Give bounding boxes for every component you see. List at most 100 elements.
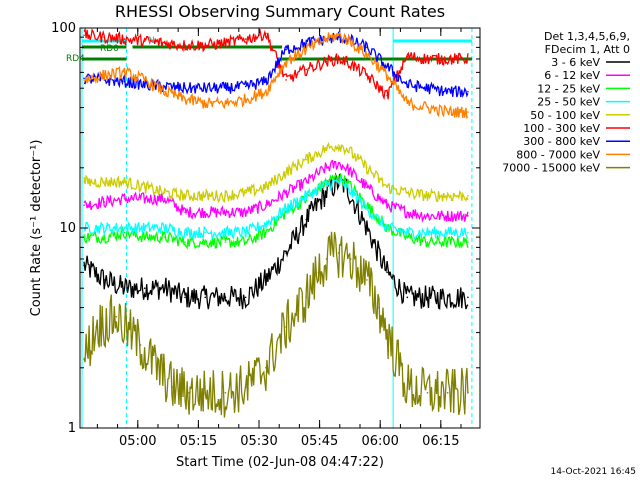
data-point (83, 204, 85, 207)
data-point (426, 215, 429, 217)
data-point (123, 181, 126, 183)
data-point (366, 74, 368, 77)
data-point (305, 181, 308, 183)
data-point (285, 207, 287, 210)
data-point (305, 158, 308, 161)
data-point (204, 231, 207, 234)
data-point (164, 191, 166, 194)
data-point (386, 186, 388, 188)
legend-label: 12 - 25 keV (537, 82, 600, 95)
data-point (467, 215, 469, 217)
data-point (467, 111, 469, 113)
data-point (103, 201, 106, 203)
data-point (325, 147, 328, 150)
data-point (325, 166, 328, 169)
series-line (83, 176, 469, 241)
data-point (317, 271, 320, 274)
data-point (224, 211, 227, 213)
data-point (337, 144, 340, 146)
series-line (83, 28, 469, 101)
legend: Det 1,3,4,5,6,9,FDecim 1, Att 03 - 6 keV… (502, 30, 630, 175)
data-point (337, 181, 340, 183)
data-point (467, 194, 469, 197)
data-point (184, 211, 186, 213)
data-point (184, 296, 186, 299)
data-point (204, 391, 207, 394)
data-point (103, 227, 106, 229)
x-tick-label: 05:30 (240, 434, 277, 449)
data-point (406, 231, 409, 234)
data-point (467, 58, 469, 60)
data-point (285, 326, 287, 328)
x-axis: 05:00 05:15 05:30 05:45 06:00 06:15 (96, 28, 462, 449)
data-point (406, 386, 409, 388)
data-point (386, 94, 388, 97)
data-point (123, 71, 126, 74)
data-point (366, 227, 368, 229)
data-point (123, 287, 126, 290)
data-point (426, 87, 429, 90)
data-point (83, 77, 85, 80)
legend-label: 100 - 300 keV (523, 122, 600, 135)
data-point (446, 296, 449, 299)
data-point (143, 197, 146, 200)
data-point (143, 83, 146, 86)
data-point (123, 197, 126, 200)
data-point (446, 231, 449, 234)
y-tick-label: 10 (59, 221, 76, 236)
data-point (467, 241, 469, 243)
data-point (155, 366, 158, 369)
footer-date: 14-Oct-2021 16:45 (551, 467, 636, 477)
data-point (265, 90, 267, 93)
data-point (143, 287, 146, 290)
data-point (446, 90, 449, 93)
data-point (244, 296, 247, 299)
data-point (143, 236, 146, 238)
data-point (83, 358, 85, 361)
data-point (345, 38, 348, 40)
data-point (204, 211, 207, 213)
data-point (406, 211, 409, 213)
data-point (426, 58, 429, 60)
data-point (345, 166, 348, 169)
series-line (83, 159, 469, 223)
data-point (184, 194, 186, 197)
data-point (467, 231, 469, 234)
data-point (305, 42, 308, 44)
x-axis-label: Start Time (02-Jun-08 04:47:22) (176, 455, 384, 470)
legend-label: 25 - 50 keV (537, 96, 600, 109)
data-point (103, 74, 106, 77)
data-point (204, 87, 207, 90)
series-3 (83, 176, 469, 241)
data-point (204, 296, 207, 299)
data-point (164, 236, 166, 238)
data-point (224, 87, 227, 90)
annotations: RD0 RD4 N (66, 36, 155, 64)
data-point (366, 53, 368, 55)
x-tick-label: 06:15 (422, 434, 459, 449)
data-point (83, 181, 85, 183)
data-point (143, 40, 146, 42)
data-point (426, 231, 429, 234)
rd0-label: RD0 (100, 44, 119, 54)
data-point (446, 241, 449, 243)
data-point (224, 42, 227, 44)
data-point (103, 236, 106, 238)
data-point (123, 38, 126, 40)
data-point (95, 326, 97, 328)
data-point (349, 258, 352, 260)
data-point (265, 204, 267, 207)
data-point (325, 191, 328, 194)
data-point (164, 90, 166, 93)
data-point (244, 98, 247, 101)
data-point (103, 181, 106, 183)
chart-title: RHESSI Observing Summary Count Rates (115, 2, 445, 21)
data-point (305, 218, 308, 221)
data-point (386, 65, 388, 68)
data-point (164, 42, 166, 44)
data-point (204, 44, 207, 47)
data-point (345, 186, 348, 188)
data-point (467, 391, 469, 394)
data-point (406, 191, 409, 194)
data-point (139, 344, 142, 346)
